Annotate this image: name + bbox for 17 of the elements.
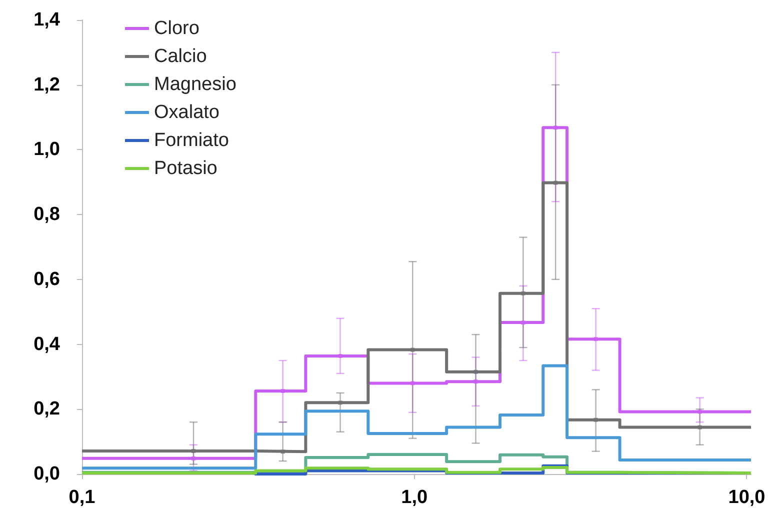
y-tick-label: 1,2 (34, 74, 60, 96)
y-tick-label: 1,0 (34, 139, 60, 160)
y-tick-label: 0,6 (34, 268, 60, 290)
legend-label: Calcio (154, 46, 207, 67)
y-tick-label: 0,8 (34, 204, 60, 226)
y-tick-label: 0,2 (34, 398, 60, 420)
legend-label: Cloro (154, 18, 200, 39)
y-tick-label: 1,4 (34, 10, 60, 30)
legend-label: Magnesio (154, 74, 236, 95)
x-tick-label: 10,0 (728, 487, 766, 508)
legend-label: Potasio (154, 158, 218, 179)
legend-label: Formiato (154, 130, 229, 151)
x-tick-label: 0,1 (68, 487, 96, 508)
x-tick-label: 1,0 (401, 487, 428, 508)
y-tick-label: 0,0 (34, 464, 60, 484)
y-tick-label: 0,4 (34, 334, 60, 355)
legend-label: Oxalato (154, 102, 220, 123)
